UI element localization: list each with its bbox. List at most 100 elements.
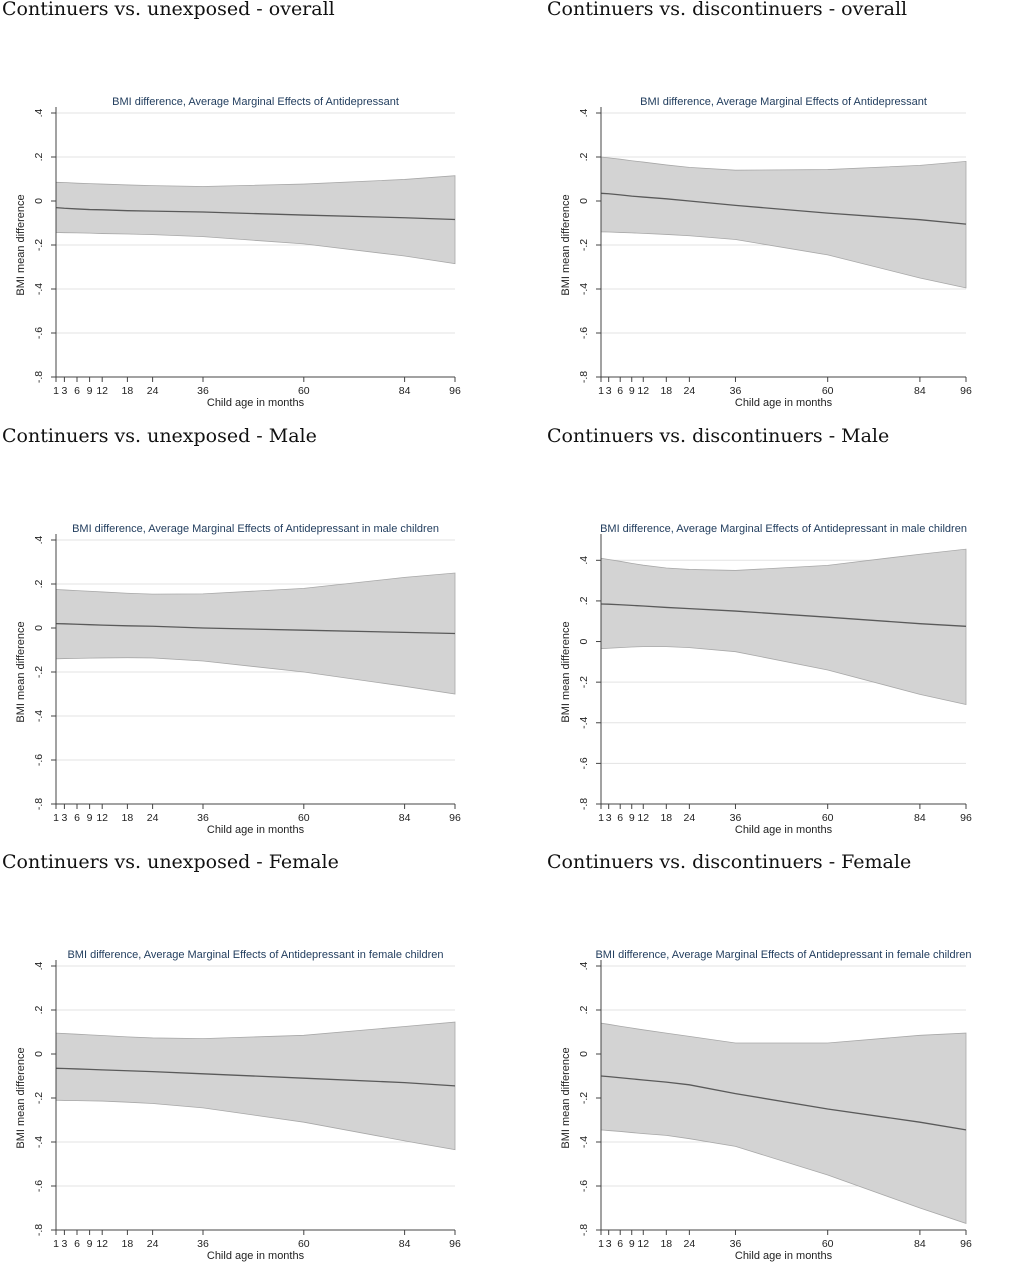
x-tick-label: 96 (960, 812, 972, 824)
y-tick-label: -.6 (33, 754, 45, 766)
x-tick-label: 3 (61, 385, 67, 397)
x-axis-label: Child age in months (735, 397, 833, 409)
chart-svg: BMI difference, Average Marginal Effects… (560, 96, 972, 409)
chart-title: BMI difference, Average Marginal Effects… (67, 949, 443, 961)
x-axis-label: Child age in months (735, 1250, 833, 1262)
x-tick-label: 36 (197, 385, 209, 397)
chart-panel: Continuers vs. unexposed - Male BMI diff… (0, 425, 510, 853)
y-tick-label: .4 (33, 108, 45, 117)
y-tick-label: .2 (578, 596, 590, 605)
x-tick-label: 1 (598, 385, 604, 397)
x-tick-label: 84 (399, 385, 411, 397)
y-tick-label: -.2 (578, 676, 590, 688)
y-tick-label: 0 (578, 198, 590, 204)
y-tick-label: -.2 (33, 666, 45, 678)
y-tick-label: .2 (578, 152, 590, 161)
chart-title: BMI difference, Average Marginal Effects… (595, 949, 971, 961)
y-tick-label: .2 (33, 579, 45, 588)
confidence-band (600, 1022, 967, 1224)
x-tick-label: 36 (197, 812, 209, 824)
y-tick-label: .2 (33, 1005, 45, 1014)
x-tick-label: 60 (298, 385, 310, 397)
x-tick-label: 24 (147, 1238, 159, 1250)
x-axis-label: Child age in months (735, 824, 833, 836)
x-tick-label: 12 (637, 1238, 649, 1250)
y-tick-label: 0 (33, 1051, 45, 1057)
chart-svg: BMI difference, Average Marginal Effects… (15, 523, 461, 836)
x-tick-label: 96 (960, 1238, 972, 1250)
x-tick-label: 6 (74, 385, 80, 397)
y-tick-label: -.2 (33, 239, 45, 251)
x-tick-label: 12 (637, 385, 649, 397)
x-tick-label: 84 (914, 385, 926, 397)
y-axis-label: BMI mean difference (560, 194, 572, 295)
x-tick-label: 96 (960, 385, 972, 397)
y-tick-label: .4 (33, 961, 45, 970)
y-tick-label: -.2 (33, 1092, 45, 1104)
y-tick-label: -.8 (578, 798, 590, 810)
y-tick-label: -.6 (33, 1180, 45, 1192)
y-tick-label: -.8 (33, 371, 45, 383)
y-tick-label: -.8 (33, 798, 45, 810)
x-tick-label: 36 (730, 1238, 742, 1250)
y-tick-label: -.8 (33, 1224, 45, 1236)
confidence-band (55, 175, 456, 265)
y-tick-label: -.6 (578, 1180, 590, 1192)
y-tick-label: -.6 (578, 327, 590, 339)
chart-panel: Continuers vs. unexposed - overall BMI d… (0, 0, 510, 426)
panel-heading: Continuers vs. discontinuers - Female (547, 851, 912, 873)
x-tick-label: 12 (96, 1238, 108, 1250)
x-tick-label: 9 (87, 812, 93, 824)
x-tick-label: 6 (74, 1238, 80, 1250)
y-tick-label: -.2 (578, 239, 590, 251)
x-tick-label: 6 (74, 812, 80, 824)
y-tick-label: -.2 (578, 1092, 590, 1104)
panel-heading: Continuers vs. discontinuers - Male (547, 425, 890, 447)
x-tick-label: 3 (606, 385, 612, 397)
x-tick-label: 36 (730, 812, 742, 824)
x-tick-label: 6 (617, 812, 623, 824)
confidence-band (600, 156, 967, 289)
y-tick-label: 0 (33, 198, 45, 204)
x-tick-label: 24 (684, 812, 696, 824)
x-tick-label: 1 (598, 812, 604, 824)
x-tick-label: 84 (399, 812, 411, 824)
x-tick-label: 1 (53, 812, 59, 824)
x-tick-label: 3 (606, 1238, 612, 1250)
chart-panel: Continuers vs. discontinuers - overall B… (545, 0, 1021, 426)
x-tick-label: 60 (822, 812, 834, 824)
x-tick-label: 36 (730, 385, 742, 397)
x-tick-label: 9 (87, 1238, 93, 1250)
x-tick-label: 60 (298, 1238, 310, 1250)
y-tick-label: -.4 (33, 710, 45, 722)
x-tick-label: 3 (61, 1238, 67, 1250)
x-tick-label: 12 (96, 385, 108, 397)
x-tick-label: 12 (637, 812, 649, 824)
confidence-band (55, 1021, 456, 1151)
chart-svg: BMI difference, Average Marginal Effects… (560, 523, 972, 836)
x-axis-label: Child age in months (207, 824, 305, 836)
y-axis-label: BMI mean difference (560, 621, 572, 722)
y-tick-label: 0 (33, 625, 45, 631)
x-tick-label: 9 (629, 385, 635, 397)
x-tick-label: 18 (122, 812, 134, 824)
x-tick-label: 60 (298, 812, 310, 824)
estimate-line (55, 622, 456, 635)
x-tick-label: 84 (399, 1238, 411, 1250)
x-tick-label: 6 (617, 385, 623, 397)
x-tick-label: 96 (449, 1238, 461, 1250)
x-tick-label: 9 (629, 812, 635, 824)
chart-svg: BMI difference, Average Marginal Effects… (15, 949, 461, 1262)
y-tick-label: -.8 (578, 1224, 590, 1236)
y-tick-label: -.4 (578, 283, 590, 295)
y-axis-label: BMI mean difference (15, 621, 27, 722)
chart-title: BMI difference, Average Marginal Effects… (600, 523, 967, 535)
y-tick-label: .4 (578, 108, 590, 117)
x-tick-label: 24 (147, 812, 159, 824)
y-tick-label: -.6 (33, 327, 45, 339)
x-tick-label: 24 (147, 385, 159, 397)
x-tick-label: 84 (914, 812, 926, 824)
estimate-line (600, 1075, 967, 1131)
y-tick-label: .4 (33, 535, 45, 544)
y-tick-label: -.4 (578, 1136, 590, 1148)
